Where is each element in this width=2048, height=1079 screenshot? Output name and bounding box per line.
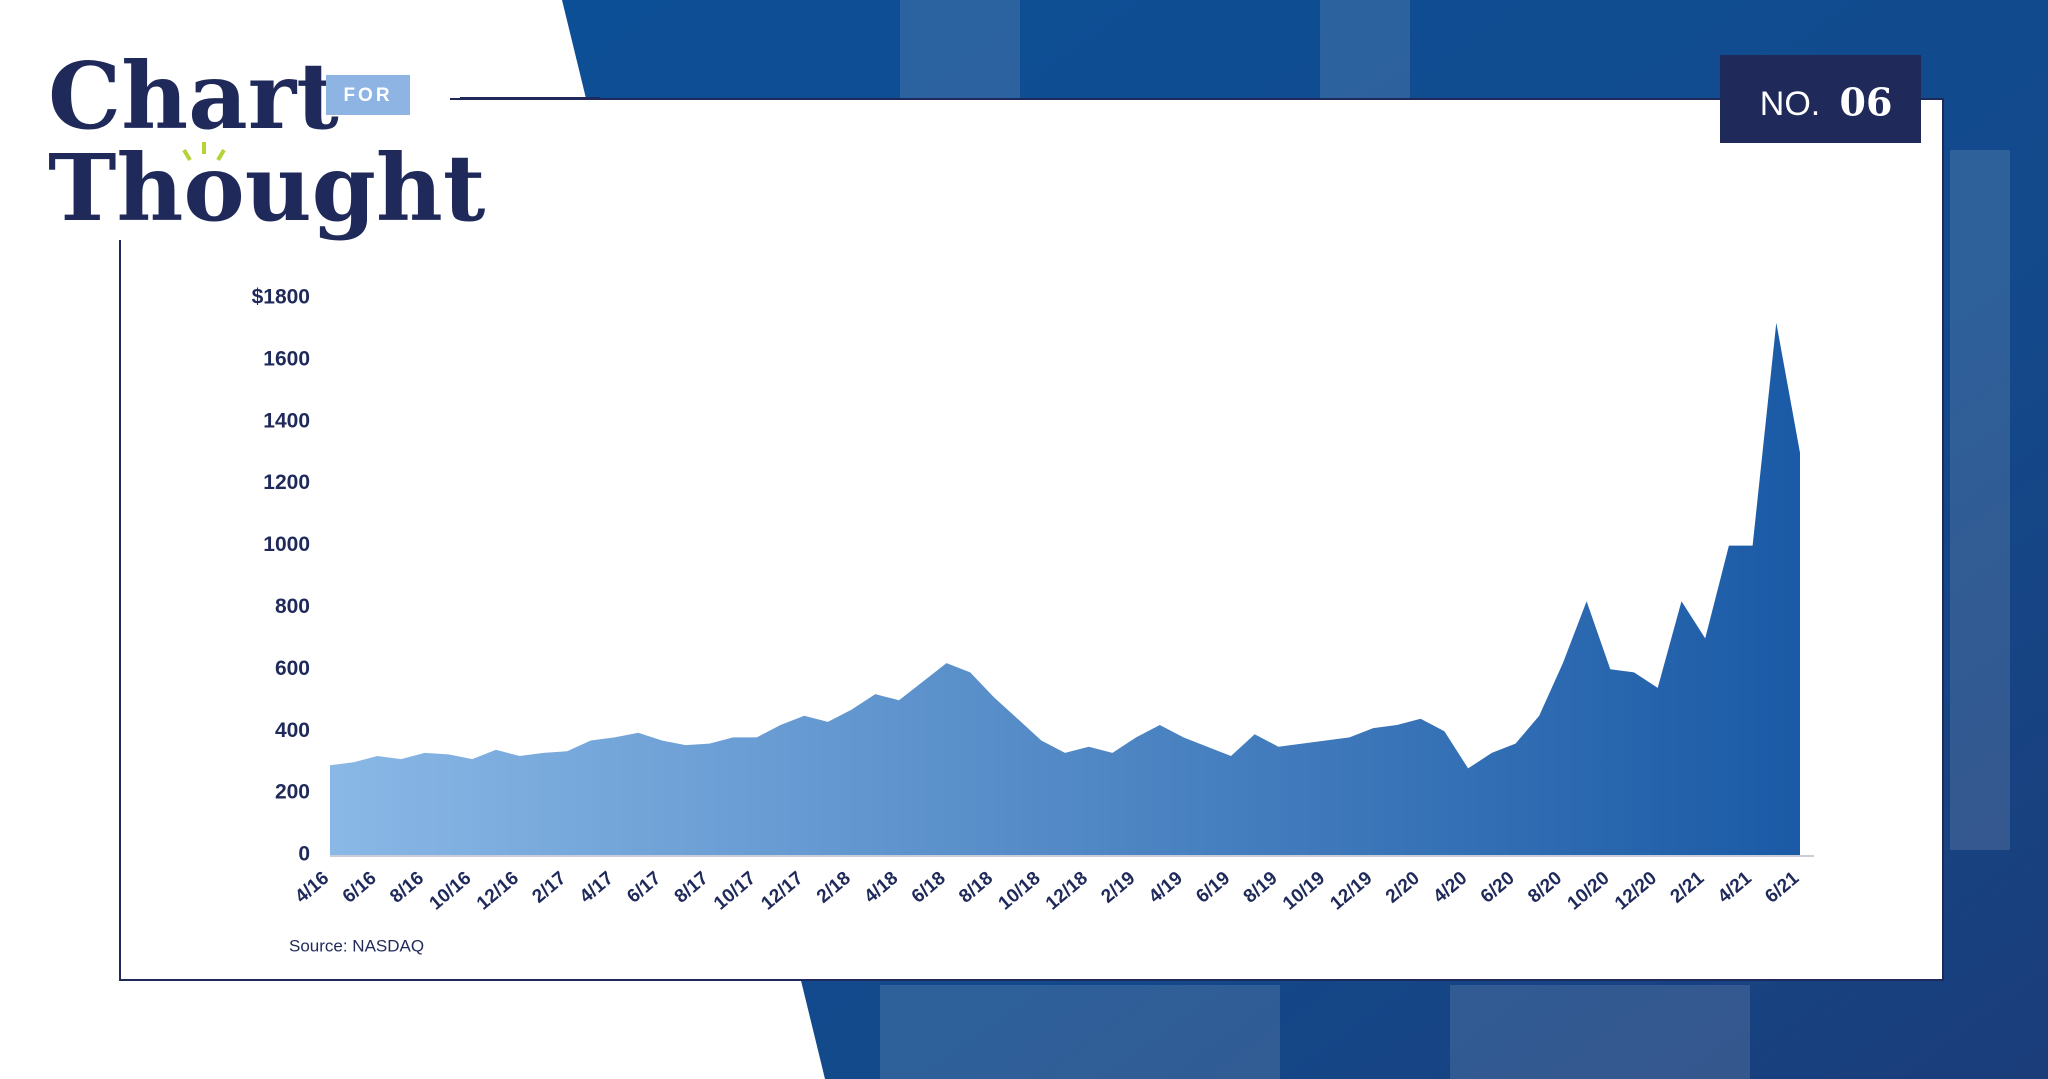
y-tick-label: 200	[275, 781, 310, 804]
y-tick-label: 1000	[263, 533, 310, 556]
badge-number: 06	[1840, 80, 1893, 125]
y-tick-label: 0	[298, 843, 310, 866]
logo-chart: Chart	[48, 42, 339, 150]
building-texture	[880, 0, 2010, 1079]
y-tick-label: 400	[275, 719, 310, 742]
y-tick-label: 800	[275, 595, 310, 618]
area	[330, 322, 1800, 855]
y-tick-label: 1400	[263, 409, 310, 432]
badge	[1720, 55, 1921, 143]
logo-tag: FOR	[343, 85, 392, 106]
lightbulb-icon	[182, 142, 226, 162]
y-tick-label: 1600	[263, 347, 310, 370]
badge-prefix: NO.	[1760, 85, 1820, 123]
source-note: Source: NASDAQ	[289, 936, 424, 955]
logo-thought: Thought	[48, 134, 486, 242]
logo-tag-box	[326, 75, 410, 115]
y-tick-label: 600	[275, 657, 310, 680]
y-tick-label: 1200	[263, 471, 310, 494]
y-tick-label: $1800	[252, 286, 310, 309]
logo-backdrop	[100, 40, 450, 240]
